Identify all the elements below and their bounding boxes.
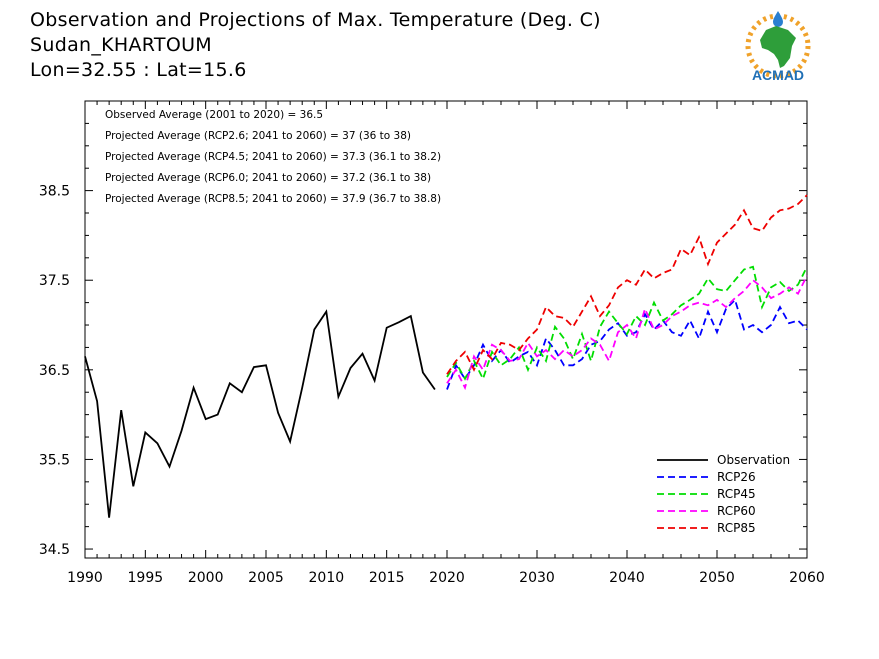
x-tick-label: 2000 [188, 570, 224, 586]
plot-frame [84, 100, 808, 559]
x-tick-label: 2050 [699, 570, 735, 586]
legend-label: Observation [717, 453, 790, 467]
africa-map-icon [760, 26, 796, 68]
series-line-observation [84, 309, 436, 518]
series-line-rcp45 [446, 265, 808, 382]
y-tick-label: 34.5 [39, 542, 70, 558]
x-tick-label: 2020 [429, 570, 465, 586]
x-tick-label: 2060 [789, 570, 825, 586]
axis-ticks [84, 100, 808, 558]
x-axis-labels: 1990 1995 2000 2005 2010 2015 2020 2030 2040 2050… [67, 570, 825, 586]
annotation-block: Observed Average (2001 to 2020) = 36.5 Pr… [105, 109, 441, 205]
x-tick-label: 2015 [369, 570, 405, 586]
legend-label: RCP60 [717, 504, 756, 518]
x-tick-label: 2030 [519, 570, 555, 586]
annotation-line: Projected Average (RCP4.5; 2041 to 2060)… [105, 151, 441, 163]
y-tick-label: 37.5 [39, 273, 70, 289]
legend-label: RCP45 [717, 487, 756, 501]
logo-text: ACMAD [752, 67, 804, 83]
annotation-line: Projected Average (RCP2.6; 2041 to 2060)… [105, 130, 411, 142]
chart-title: Observation and Projections of Max. Temp… [30, 9, 601, 31]
legend: Observation RCP26 RCP45 RCP60 RCP85 [657, 453, 790, 535]
y-tick-label: 36.5 [39, 363, 70, 379]
x-tick-label: 1990 [67, 570, 103, 586]
series-line-rcp85 [446, 194, 808, 375]
x-tick-label: 1995 [128, 570, 164, 586]
legend-label: RCP85 [717, 521, 756, 535]
annotation-line: Projected Average (RCP8.5; 2041 to 2060)… [105, 193, 441, 205]
acmad-logo: ACMAD [745, 11, 811, 83]
y-tick-label: 35.5 [39, 452, 70, 468]
annotation-line: Projected Average (RCP6.0; 2041 to 2060)… [105, 172, 431, 184]
x-tick-label: 2040 [609, 570, 645, 586]
station-name: Sudan_KHARTOUM [30, 34, 212, 56]
x-tick-label: 2010 [309, 570, 345, 586]
x-tick-label: 2005 [248, 570, 284, 586]
y-axis-labels: 34.5 35.5 36.5 37.5 38.5 [39, 184, 70, 558]
annotation-line: Observed Average (2001 to 2020) = 36.5 [105, 109, 323, 121]
series-lines [84, 194, 808, 518]
station-coordinates: Lon=32.55 : Lat=15.6 [30, 59, 247, 81]
series-line-rcp60 [446, 275, 808, 391]
legend-label: RCP26 [717, 470, 756, 484]
water-drop-icon [773, 11, 783, 27]
y-tick-label: 38.5 [39, 184, 70, 200]
